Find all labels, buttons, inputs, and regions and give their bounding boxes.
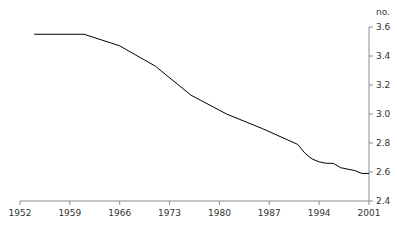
y-tick (369, 85, 373, 86)
x-tick (119, 201, 120, 205)
plot-area (34, 34, 369, 173)
y-tick-label: 2.4 (376, 196, 391, 206)
x-tick-label: 1952 (9, 208, 32, 218)
x-tick-label: 1966 (108, 208, 131, 218)
y-tick (369, 114, 373, 115)
x-tick (69, 201, 70, 205)
y-tick-label: 3.6 (376, 22, 391, 32)
y-tick (369, 172, 373, 173)
y-tick-label: 3.0 (376, 109, 391, 119)
x-tick-label: 1980 (208, 208, 231, 218)
series-line (34, 34, 369, 173)
x-tick (169, 201, 170, 205)
y-tick-label: 2.6 (376, 167, 391, 177)
y-tick (369, 56, 373, 57)
y-axis-label: no. (376, 7, 390, 17)
x-tick (369, 201, 370, 205)
x-tick (219, 201, 220, 205)
x-tick (20, 201, 21, 205)
y-tick (369, 201, 373, 202)
x-tick-label: 1987 (258, 208, 281, 218)
x-tick (269, 201, 270, 205)
chart: 2.4 2.6 2.8 3.0 3.2 3.4 3.6 no. 1952 1959 1966 1973… (0, 0, 397, 227)
chart-svg: 2.4 2.6 2.8 3.0 3.2 3.4 3.6 no. 1952 1959 1966 1973… (0, 0, 397, 227)
x-tick (319, 201, 320, 205)
x-tick-label: 1994 (308, 208, 331, 218)
x-tick-label: 1973 (158, 208, 181, 218)
x-tick-label: 1959 (58, 208, 81, 218)
y-tick-label: 3.2 (376, 80, 390, 90)
y-tick-label: 3.4 (376, 51, 391, 61)
x-tick-label: 2001 (358, 208, 381, 218)
y-tick (369, 27, 373, 28)
y-tick (369, 143, 373, 144)
x-axis (20, 201, 369, 202)
y-tick-label: 2.8 (376, 138, 391, 148)
